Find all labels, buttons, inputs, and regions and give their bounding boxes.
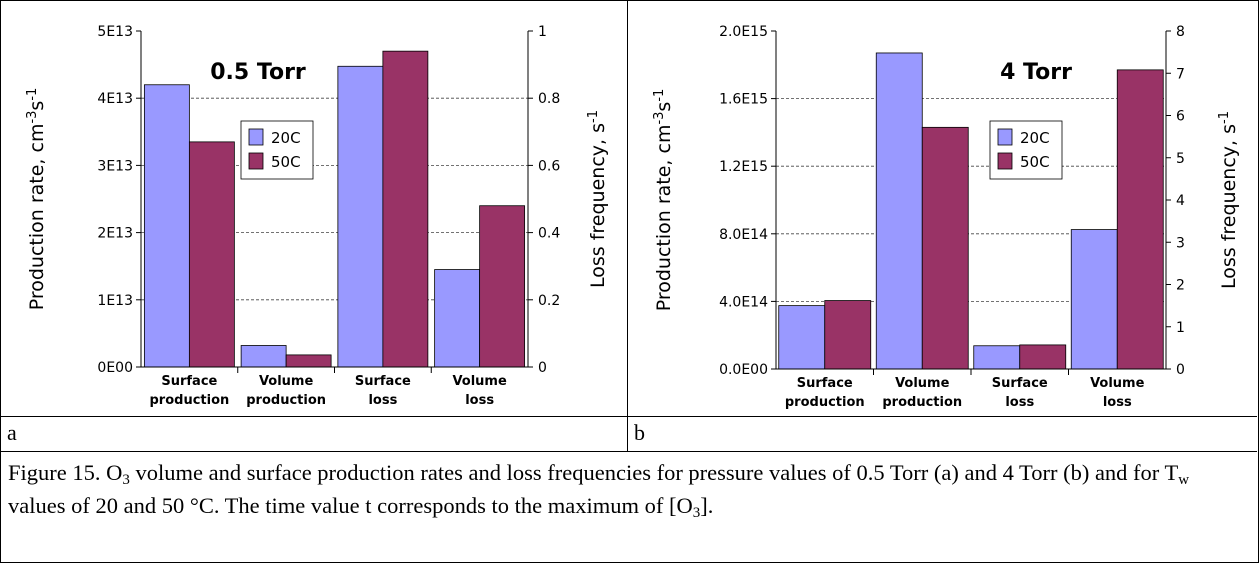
chart-b-y-tick-label: 1.6E15 bbox=[719, 92, 768, 108]
chart-b-y2-tick-label: 7 bbox=[1176, 66, 1185, 82]
chart-a-y-tick-label: 0E00 bbox=[97, 360, 133, 376]
panel-a: Surface production Volume production Surface… bbox=[1, 1, 628, 451]
chart-a-category-label: production bbox=[246, 393, 326, 408]
chart-b-y2-tick-label: 1 bbox=[1176, 320, 1185, 336]
chart-b-y-tick-label: 2.0E15 bbox=[719, 24, 768, 40]
chart-a-y-tick-label: 1E13 bbox=[97, 293, 133, 309]
chart-b-y2-tick-label: 4 bbox=[1176, 193, 1185, 209]
chart-b-category-label: Surface bbox=[992, 376, 1048, 391]
chart-b-bar-50c bbox=[1116, 69, 1164, 370]
chart-b-bar-50c bbox=[921, 126, 969, 370]
panel-b: Surface production Volume production Surface… bbox=[628, 1, 1257, 451]
chart-b-legend-swatch-20c bbox=[997, 128, 1013, 146]
chart-b-bar-50c bbox=[1019, 344, 1067, 370]
chart-b-y-tick-label: 8.0E14 bbox=[719, 227, 768, 243]
chart-a-bar-20c bbox=[337, 65, 384, 368]
chart-a-legend-swatch-20c bbox=[248, 128, 264, 146]
chart-b-category-label: loss bbox=[1103, 395, 1132, 410]
chart-a-category-label: Volume bbox=[259, 374, 314, 389]
chart-a-bar-50c bbox=[285, 354, 332, 368]
chart-a-category-label: Surface bbox=[161, 374, 217, 389]
caption-text-2: volume and surface production rates and … bbox=[129, 460, 1179, 485]
chart-b-y2-tick-label: 8 bbox=[1176, 24, 1185, 40]
chart-b-category-label: production bbox=[882, 395, 962, 410]
panel-letter-a: a bbox=[7, 420, 17, 445]
caption-text-4: ]. bbox=[700, 493, 714, 518]
chart-b-y-axis-label: Production rate, cm-3s-1 bbox=[652, 89, 675, 312]
chart-a-y-tick-label: 4E13 bbox=[97, 91, 133, 107]
figure-caption: Figure 15. O3 volume and surface product… bbox=[8, 456, 1248, 522]
chart-b-legend-label-50c: 50C bbox=[1020, 153, 1050, 171]
chart-a-y-axis-label: Production rate, cm-3s-1 bbox=[25, 88, 48, 311]
chart-b-category-label: loss bbox=[1005, 395, 1034, 410]
chart-b-category-label: production bbox=[785, 395, 865, 410]
chart-a-bar-20c bbox=[143, 84, 190, 368]
chart-a-category-label: loss bbox=[368, 393, 397, 408]
chart-a-bar-50c bbox=[382, 50, 429, 368]
chart-a-bar-50c bbox=[188, 141, 235, 368]
chart-b-bar-20c bbox=[1070, 229, 1118, 370]
chart-b-bar-20c bbox=[778, 305, 826, 370]
chart-a-y2-axis-label: Loss frequency, s-1 bbox=[586, 110, 609, 288]
chart-a-y2-tick-label: 1 bbox=[538, 24, 547, 40]
chart-a-y2-tick-label: 0.2 bbox=[538, 293, 560, 309]
chart-a-bar-20c bbox=[240, 345, 287, 368]
panel-divider bbox=[1, 416, 1257, 417]
chart-b-y2-tick-label: 3 bbox=[1176, 235, 1185, 251]
chart-b-category-label: Volume bbox=[895, 376, 950, 391]
chart-a-legend-swatch-50c bbox=[248, 152, 264, 170]
chart-a-category-label: Surface bbox=[355, 374, 411, 389]
chart-a-category-label: production bbox=[149, 393, 229, 408]
chart-a-pressure-annotation: 0.5 Torr bbox=[210, 60, 306, 85]
chart-b: Surface production Volume production Surface… bbox=[652, 24, 1240, 410]
chart-a-category-label: Volume bbox=[452, 374, 507, 389]
caption-text-3: values of 20 and 50 °C. The time value t… bbox=[8, 493, 693, 518]
caption-sub-1: 3 bbox=[122, 472, 130, 488]
chart-b-legend-label-20c: 20C bbox=[1020, 129, 1050, 147]
chart-b-y2-tick-label: 0 bbox=[1176, 362, 1185, 378]
caption-sub-3: 3 bbox=[692, 505, 701, 521]
chart-b-y2-axis-label: Loss frequency, s-1 bbox=[1217, 111, 1240, 289]
chart-b-y2-tick-label: 6 bbox=[1176, 109, 1185, 125]
chart-b-category-label: Surface bbox=[797, 376, 853, 391]
chart-b-bar-20c bbox=[973, 345, 1021, 370]
panel-letter-b: b bbox=[634, 420, 645, 445]
caption-divider bbox=[1, 451, 1257, 452]
chart-a-y2-tick-label: 0 bbox=[538, 360, 547, 376]
chart-b-category-label: Volume bbox=[1090, 376, 1145, 391]
chart-a-y2-tick-label: 0.8 bbox=[538, 91, 560, 107]
chart-b-pressure-annotation: 4 Torr bbox=[1000, 60, 1072, 85]
chart-a-bar-50c bbox=[479, 205, 526, 368]
chart-b-y-tick-label: 0.0E00 bbox=[719, 362, 768, 378]
chart-a-legend-label-20c: 20C bbox=[271, 129, 301, 147]
chart-a-y2-tick-label: 0.4 bbox=[538, 226, 560, 242]
chart-b-bar-20c bbox=[875, 52, 923, 370]
chart-a-category-label: loss bbox=[465, 393, 494, 408]
chart-a-y-tick-label: 3E13 bbox=[97, 158, 133, 174]
chart-b-y2-tick-label: 5 bbox=[1176, 151, 1185, 167]
chart-b-legend-swatch-50c bbox=[997, 152, 1013, 170]
chart-a: Surface production Volume production Surface… bbox=[25, 24, 609, 408]
caption-text-1: Figure 15. O bbox=[8, 460, 123, 485]
chart-b-y2-tick-label: 2 bbox=[1176, 278, 1185, 294]
chart-a-legend-label-50c: 50C bbox=[271, 153, 301, 171]
chart-a-bar-20c bbox=[434, 269, 481, 368]
chart-a-y2-tick-label: 0.6 bbox=[538, 158, 560, 174]
chart-a-y-tick-label: 2E13 bbox=[97, 226, 133, 242]
chart-b-bar-50c bbox=[824, 300, 872, 370]
chart-a-y-tick-label: 5E13 bbox=[97, 24, 133, 40]
chart-b-y-tick-label: 4.0E14 bbox=[719, 294, 768, 310]
caption-sub-2: w bbox=[1178, 472, 1190, 488]
chart-b-y-tick-label: 1.2E15 bbox=[719, 159, 768, 175]
